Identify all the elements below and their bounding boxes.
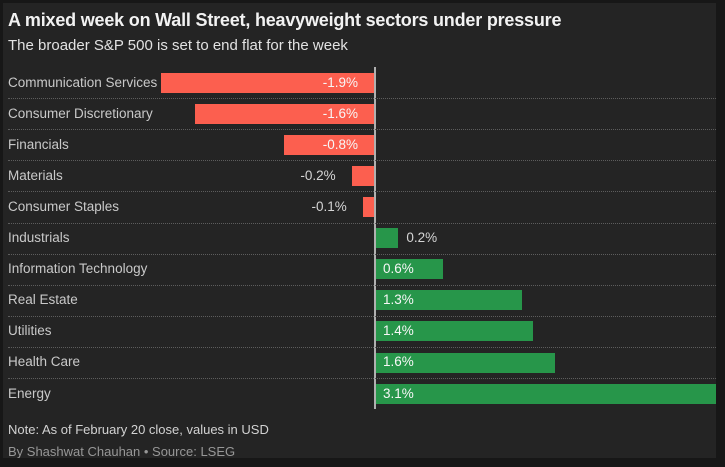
row-separator: [8, 346, 716, 348]
value-label: -0.1%: [311, 199, 347, 214]
category-label: Energy: [8, 386, 51, 401]
value-label: 0.2%: [406, 230, 438, 245]
negative-bar-consumer-staples: [362, 197, 374, 217]
chart-byline: By Shashwat Chauhan • Source: LSEG: [8, 444, 236, 458]
category-label: Communication Services: [8, 75, 158, 90]
negative-bar-communication-services: [161, 72, 374, 93]
value-label: 1.3%: [383, 292, 414, 307]
chart-title: A mixed week on Wall Street, heavyweight…: [8, 10, 562, 30]
value-label: 3.1%: [383, 386, 414, 401]
category-label: Financials: [8, 137, 69, 152]
row-separator: [8, 191, 716, 193]
row-separator: [8, 284, 716, 286]
value-label: -0.8%: [322, 137, 358, 152]
bar-chart: Communication Services -1.9% Consumer Disc…: [3, 3, 716, 458]
negative-bar-financials: [284, 134, 374, 155]
row-separator: [8, 253, 716, 255]
category-label: Consumer Staples: [8, 199, 120, 214]
chart-note: Note: As of February 20 close, values in…: [8, 422, 269, 437]
value-label: 1.6%: [383, 354, 414, 369]
positive-bar-real-estate: [376, 290, 522, 311]
row-separator: [8, 315, 716, 317]
category-label: Utilities: [8, 323, 52, 338]
negative-bar-consumer-discretionary: [194, 103, 374, 124]
row-separator: [8, 222, 716, 224]
value-label: -0.2%: [300, 168, 336, 183]
value-label: -1.6%: [322, 106, 358, 121]
category-label: Health Care: [8, 354, 81, 369]
category-label: Information Technology: [8, 261, 148, 276]
positive-bar-health-care: [376, 352, 556, 373]
category-label: Consumer Discretionary: [8, 106, 153, 121]
positive-bar-industrials: [376, 228, 399, 249]
value-label: -1.9%: [322, 75, 358, 90]
value-label: 0.6%: [383, 261, 414, 276]
positive-bar-utilities: [376, 321, 533, 342]
positive-bar-information-technology: [376, 259, 444, 280]
chart-panel: A mixed week on Wall Street, heavyweight…: [3, 3, 716, 458]
row-separator: [8, 160, 716, 162]
row-separator: [8, 129, 716, 131]
category-label: Industrials: [8, 230, 70, 245]
category-label: Real Estate: [8, 292, 78, 307]
positive-bar-energy: [376, 383, 716, 404]
zero-baseline: [374, 67, 376, 409]
row-separator: [8, 98, 716, 100]
chart-subtitle: The broader S&P 500 is set to end flat f…: [8, 37, 348, 54]
category-label: Materials: [8, 168, 63, 183]
row-separator: [8, 378, 716, 379]
negative-bar-materials: [351, 165, 374, 186]
value-label: 1.4%: [383, 323, 414, 338]
